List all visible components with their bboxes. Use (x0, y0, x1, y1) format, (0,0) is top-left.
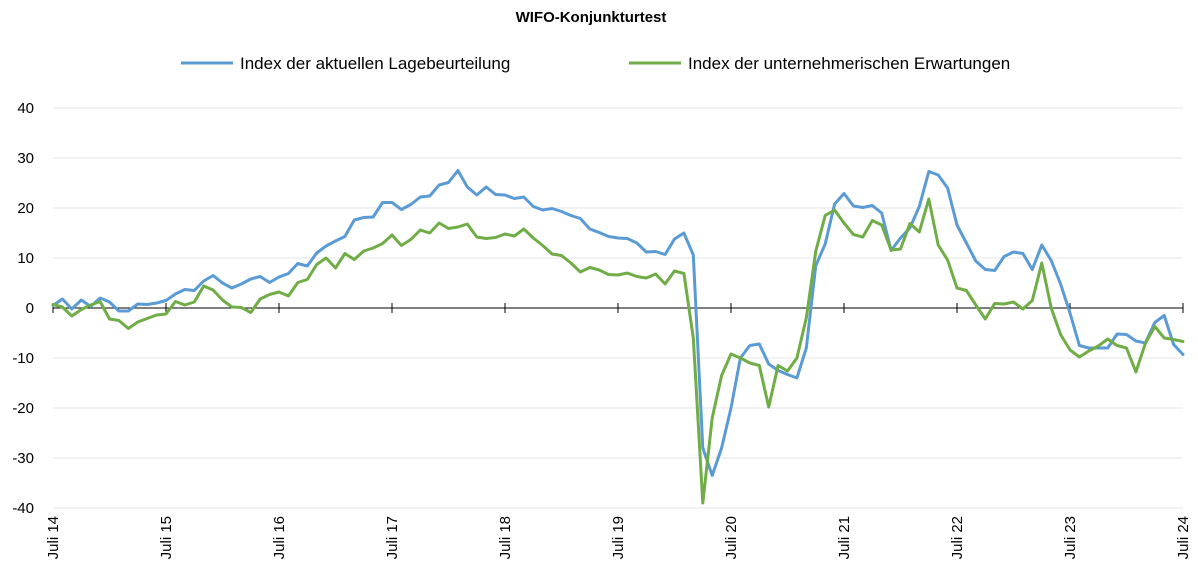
series-line-erwartungen (51, 197, 1185, 505)
legend-label-lagebeurteilung: Index der aktuellen Lagebeurteilung (240, 54, 510, 73)
x-tick-label: Juli 24 (1175, 516, 1192, 559)
x-tick-label: Juli 16 (271, 516, 288, 559)
x-tick-label: Juli 18 (497, 516, 514, 559)
x-axis (52, 303, 1184, 313)
legend-label-erwartungen: Index der unternehmerischen Erwartungen (688, 54, 1010, 73)
x-tick-label: Juli 15 (158, 516, 175, 559)
x-tick-label: Juli 17 (384, 516, 401, 559)
gridlines (53, 107, 1183, 509)
y-tick-label: -20 (12, 400, 34, 417)
x-tick-label: Juli 22 (949, 516, 966, 559)
series-line-lagebeurteilung (51, 169, 1185, 477)
x-tick-label: Juli 23 (1062, 516, 1079, 559)
x-tick-label: Juli 21 (836, 516, 853, 559)
y-tick-label: -10 (12, 350, 34, 367)
legend: Index der aktuellen Lagebeurteilung Inde… (181, 54, 1010, 73)
y-tick-label: -30 (12, 450, 34, 467)
chart-title: WIFO-Konjunkturtest (516, 9, 667, 26)
x-tick-label: Juli 19 (610, 516, 627, 559)
y-axis-ticks: 40 30 20 10 0 -10 -20 -30 -40 (12, 100, 34, 517)
x-axis-tick-labels: Juli 14 Juli 15 Juli 16 Juli 17 Juli 18 Juli … (45, 516, 1192, 559)
series-lines (51, 169, 1185, 505)
y-tick-label: 30 (17, 150, 34, 167)
x-tick-label: Juli 14 (45, 516, 62, 559)
y-tick-label: 0 (26, 300, 34, 317)
y-tick-label: 40 (17, 100, 34, 117)
y-tick-label: 20 (17, 200, 34, 217)
y-tick-label: 10 (17, 250, 34, 267)
y-tick-label: -40 (12, 500, 34, 517)
x-tick-label: Juli 20 (723, 516, 740, 559)
